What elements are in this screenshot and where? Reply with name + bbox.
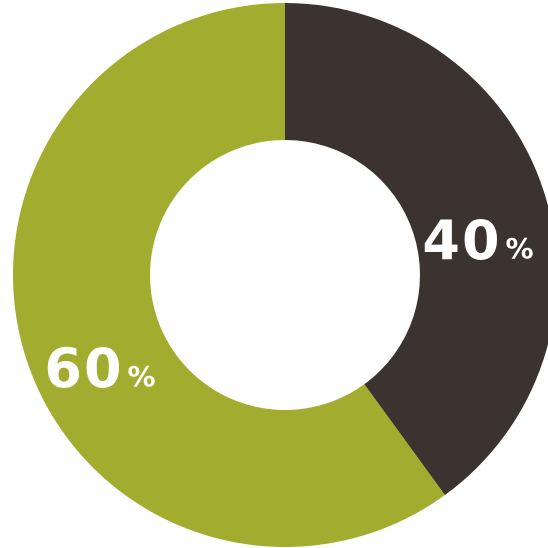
slice-label-40: 40% [422,209,533,272]
donut-slice-40 [285,3,548,496]
slice-label-60: 60% [44,337,155,400]
slice-value: 60 [44,337,123,400]
donut-slice-60 [12,3,445,547]
slice-unit: % [506,232,534,265]
slice-unit: % [128,360,156,393]
slice-value: 40 [422,209,501,272]
